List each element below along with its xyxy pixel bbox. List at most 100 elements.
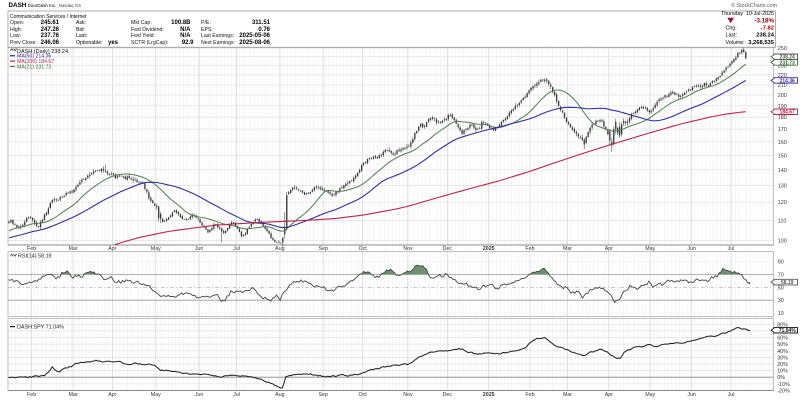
svg-text:Feb: Feb (525, 246, 534, 252)
svg-text:Jun: Jun (195, 392, 204, 398)
svg-text:0.76: 0.76 (258, 27, 270, 33)
svg-text:246.06: 246.06 (41, 40, 60, 46)
svg-text:Dec: Dec (443, 392, 453, 398)
svg-text:Dec: Dec (443, 246, 453, 252)
svg-text:Mar: Mar (68, 392, 77, 398)
svg-text:160: 160 (778, 140, 787, 146)
svg-text:100: 100 (778, 238, 787, 244)
svg-text:120: 120 (778, 200, 787, 206)
svg-text:May: May (645, 392, 655, 398)
svg-text:200: 200 (778, 93, 787, 99)
svg-text:High:: High: (10, 27, 22, 33)
svg-text:May: May (151, 246, 161, 252)
svg-text:20%: 20% (777, 362, 788, 368)
svg-text:Feb: Feb (27, 392, 36, 398)
svg-text:170: 170 (778, 127, 787, 133)
svg-text:-20%: -20% (777, 388, 790, 394)
svg-text:-7.82: -7.82 (761, 25, 774, 31)
svg-text:Last Earnings:: Last Earnings: (201, 33, 234, 39)
svg-text:50%: 50% (777, 342, 788, 348)
svg-text:Last:: Last: (76, 33, 87, 39)
svg-text:Apr: Apr (108, 246, 116, 252)
svg-text:Jul: Jul (728, 392, 735, 398)
svg-text:Jul: Jul (233, 392, 240, 398)
svg-text:0%: 0% (777, 375, 785, 381)
svg-text:58.19: 58.19 (781, 280, 794, 286)
svg-text:180: 180 (778, 115, 787, 121)
svg-text:MA(50) 214.36: MA(50) 214.36 (17, 54, 51, 60)
svg-text:Apr: Apr (605, 392, 613, 398)
svg-text:150: 150 (778, 153, 787, 159)
svg-text:Jul: Jul (233, 246, 240, 252)
svg-text:yes: yes (108, 40, 119, 46)
svg-text:Next Earnings:: Next Earnings: (201, 40, 235, 46)
svg-text:220: 220 (778, 73, 787, 79)
svg-text:250: 250 (778, 46, 787, 52)
svg-text:10%: 10% (777, 369, 788, 375)
svg-text:EPS:: EPS: (201, 27, 213, 33)
svg-text:Nov: Nov (403, 246, 413, 252)
svg-text:Feb: Feb (525, 392, 534, 398)
svg-text:Ask:: Ask: (76, 20, 86, 26)
svg-text:71.04%: 71.04% (779, 328, 797, 334)
svg-text:Nov: Nov (403, 392, 413, 398)
svg-text:RSI(14) 58.19: RSI(14) 58.19 (18, 253, 52, 259)
svg-text:247.26: 247.26 (41, 27, 60, 33)
svg-text:Sep: Sep (318, 392, 327, 398)
svg-text:SCTR (LrgCap):: SCTR (LrgCap): (131, 40, 168, 46)
svg-text:Jun: Jun (687, 392, 696, 398)
svg-text:Communication Services / Inter: Communication Services / Internet (10, 14, 87, 20)
svg-text:231.73: 231.73 (780, 60, 796, 66)
svg-text:Aug: Aug (275, 392, 284, 398)
svg-text:130: 130 (778, 183, 787, 189)
svg-text:100.8B: 100.8B (171, 20, 191, 26)
svg-text:May: May (645, 246, 655, 252)
svg-text:238.24: 238.24 (780, 55, 796, 61)
svg-text:60%: 60% (777, 336, 788, 342)
svg-text:© StockCharts.com: © StockCharts.com (731, 2, 777, 9)
svg-text:-3.18%: -3.18% (754, 18, 774, 25)
svg-text:Volume:: Volume: (726, 40, 745, 46)
svg-text:Oct: Oct (358, 392, 367, 398)
svg-text:Aug: Aug (275, 246, 284, 252)
svg-text:Prev Close:: Prev Close: (10, 40, 37, 46)
svg-text:10: 10 (778, 311, 784, 317)
svg-text:2025-05-06: 2025-05-06 (239, 33, 270, 39)
svg-text:30%: 30% (777, 355, 788, 361)
svg-text:50: 50 (778, 285, 784, 291)
svg-text:DASH:SPY 71.04%: DASH:SPY 71.04% (17, 325, 64, 331)
svg-text:311.51: 311.51 (252, 20, 271, 26)
svg-text:Jun: Jun (687, 246, 696, 252)
svg-text:80%: 80% (777, 322, 788, 328)
svg-text:30: 30 (778, 298, 784, 304)
svg-text:2025: 2025 (483, 246, 495, 252)
svg-text:May: May (151, 392, 161, 398)
svg-text:Low:: Low: (10, 33, 21, 39)
svg-text:P/E:: P/E: (201, 20, 211, 26)
svg-text:Bid:: Bid: (76, 27, 85, 33)
svg-text:-10%: -10% (777, 382, 790, 388)
svg-text:Mar: Mar (68, 246, 77, 252)
svg-text:90: 90 (778, 260, 784, 266)
svg-text:3,268,535: 3,268,535 (748, 40, 775, 46)
svg-text:Thursday 10-Jul-2025: Thursday 10-Jul-2025 (721, 11, 774, 17)
svg-text:210: 210 (778, 83, 787, 89)
svg-text:214.36: 214.36 (780, 78, 796, 84)
svg-text:Mar: Mar (563, 246, 572, 252)
svg-text:Chg:: Chg: (726, 25, 737, 31)
svg-text:230: 230 (778, 64, 787, 70)
svg-text:Mar: Mar (563, 392, 572, 398)
svg-text:Apr: Apr (108, 392, 116, 398)
svg-text:Sep: Sep (318, 246, 327, 252)
svg-text:Apr: Apr (605, 246, 613, 252)
svg-text:Feb: Feb (27, 246, 36, 252)
svg-text:40%: 40% (777, 349, 788, 355)
svg-text:245.61: 245.61 (41, 20, 60, 26)
svg-text:238.24: 238.24 (756, 33, 775, 39)
svg-text:N/A: N/A (180, 33, 191, 39)
svg-text:Last:: Last: (726, 33, 737, 39)
svg-text:110: 110 (778, 218, 787, 224)
svg-text:DASH (Daily) 238.24: DASH (Daily) 238.24 (17, 49, 68, 55)
svg-text:Fwd Yield:: Fwd Yield: (131, 33, 155, 39)
svg-text:190: 190 (778, 104, 787, 110)
